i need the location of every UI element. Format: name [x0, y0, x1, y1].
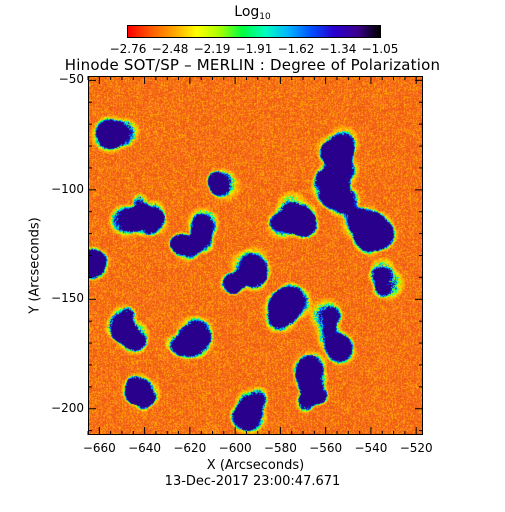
x-tick-label: −600	[218, 441, 252, 455]
polarization-map-image	[89, 77, 422, 434]
y-tick-label: −150	[51, 291, 84, 306]
y-tick-label: −100	[51, 181, 84, 196]
x-tick-label: −660	[82, 441, 116, 455]
y-tick-label: −200	[51, 400, 84, 415]
colorbar-tick-label: −1.05	[361, 42, 399, 56]
x-tick-label: −560	[309, 441, 343, 455]
x-tick-label: −540	[354, 441, 388, 455]
colorbar-tick-label: −1.62	[277, 42, 315, 56]
plot-title: Hinode SOT/SP – MERLIN : Degree of Polar…	[64, 56, 441, 74]
x-axis-label: X (Arcseconds)	[206, 458, 305, 473]
x-tick-label: −640	[128, 441, 162, 455]
y-axis-label: Y (Arcseconds)	[27, 217, 43, 314]
colorbar	[127, 25, 381, 38]
colorbar-title: Log10	[234, 4, 271, 22]
colorbar-tick-label: −2.48	[151, 42, 189, 56]
colorbar-tick-label: −2.76	[109, 42, 147, 56]
y-tick-label: −50	[58, 72, 84, 87]
x-tick-label: −620	[173, 441, 207, 455]
colorbar-tick-label: −1.34	[319, 42, 357, 56]
observation-date: 13-Dec-2017 23:00:47.671	[164, 474, 341, 489]
colorbar-tick-label: −1.91	[235, 42, 273, 56]
colorbar-tick-label: −2.19	[193, 42, 231, 56]
x-tick-label: −520	[399, 441, 433, 455]
x-tick-label: −580	[263, 441, 297, 455]
